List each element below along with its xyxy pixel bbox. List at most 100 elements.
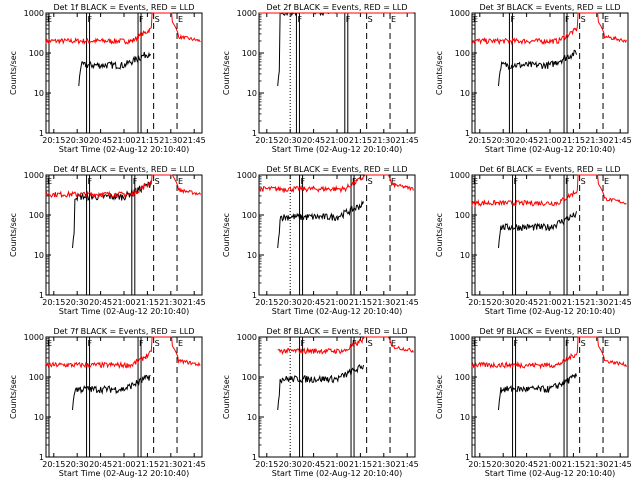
panel-5-xtick-label: 20:45: [302, 298, 325, 307]
panel-6-ylabel: Counts/sec: [435, 213, 444, 257]
panel-1-xtick-label: 21:30: [159, 136, 182, 145]
panel-4-xtick-label: 21:00: [112, 298, 135, 307]
panel-6-ytick-label: 10: [460, 251, 470, 260]
panel-5-marker-label-3: S: [368, 177, 373, 186]
panel-9-xtick-label: 20:45: [515, 460, 538, 469]
panel-7-marker-label-1: F: [88, 339, 93, 348]
panel-2-ytick-label: 1000: [237, 9, 257, 18]
panel-1-xtick-label: 21:45: [183, 136, 206, 145]
panel-6-series-events: [499, 211, 577, 248]
panel-7-ytick-label: 100: [29, 373, 44, 382]
panel-6-ytick-label: 100: [455, 211, 470, 220]
panel-3-marker-label-4: E: [604, 15, 609, 24]
panel-4-marker-label-0: E: [47, 177, 52, 186]
panel-7-ytick-label: 1000: [24, 333, 44, 342]
panel-6-xtick-label: 21:45: [609, 298, 632, 307]
panel-1: Det 1f BLACK = Events, RED = LLD 1 10 100 10…: [9, 3, 206, 154]
panel-3-marker-label-1: F: [510, 15, 515, 24]
panel-2-ylabel: Counts/sec: [222, 51, 231, 95]
panel-1-ytick-label: 10: [34, 89, 44, 98]
panel-7-xtick-label: 20:45: [89, 460, 112, 469]
panel-3-series-events: [499, 50, 577, 86]
panel-8-axis-frame: [259, 337, 415, 457]
panel-4-ytick-label: 1000: [24, 171, 44, 180]
panel-2-marker-label-2: F: [346, 15, 351, 24]
panel-4: Det 4f BLACK = Events, RED = LLD 1 10 100 10…: [9, 165, 206, 316]
panel-3-xtick-label: 21:15: [562, 136, 585, 145]
panel-7-xtick-label: 21:45: [183, 460, 206, 469]
panel-2-marker-label-4: E: [391, 15, 396, 24]
panel-9-xlabel: Start Time (02-Aug-12 20:10:40): [485, 469, 616, 478]
panel-8-ytick-label: 1000: [237, 333, 257, 342]
panel-1-ytick-label: 1000: [24, 9, 44, 18]
panel-3-ytick-label: 10: [460, 89, 470, 98]
panel-7-marker-label-2: F: [139, 339, 144, 348]
panel-5-xtick-label: 21:30: [372, 298, 395, 307]
panel-3: Det 3f BLACK = Events, RED = LLD 1 10 100 10…: [435, 3, 632, 154]
panel-3-axis-frame: [472, 13, 628, 133]
panel-2-marker-label-3: S: [368, 15, 373, 24]
panel-6-axis-frame: [472, 175, 628, 295]
panel-3-xtick-label: 20:45: [515, 136, 538, 145]
panel-4-marker-label-3: S: [155, 177, 160, 186]
panel-7-series-events: [73, 375, 151, 410]
panel-2-xtick-label: 20:15: [255, 136, 278, 145]
panel-6-marker-label-0: E: [473, 177, 478, 186]
panel-1-marker-label-2: F: [139, 15, 144, 24]
panel-6-title: Det 6f BLACK = Events, RED = LLD: [479, 165, 620, 174]
panel-2-axis-frame: [259, 13, 415, 133]
panel-2-xtick-label: 21:30: [372, 136, 395, 145]
panel-8-xtick-label: 20:30: [279, 460, 302, 469]
panel-3-marker-label-2: F: [565, 15, 570, 24]
panel-4-xtick-label: 21:45: [183, 298, 206, 307]
panel-7-ytick-label: 10: [34, 413, 44, 422]
panel-4-xtick-label: 20:30: [66, 298, 89, 307]
panel-4-ytick-label: 100: [29, 211, 44, 220]
panel-5-xtick-label: 21:15: [349, 298, 372, 307]
panel-4-title: Det 4f BLACK = Events, RED = LLD: [53, 165, 194, 174]
panel-8-xtick-label: 21:45: [396, 460, 419, 469]
panel-8-ytick-label: 100: [242, 373, 257, 382]
panel-2-xtick-label: 21:00: [325, 136, 348, 145]
panel-9-marker-label-1: F: [514, 339, 519, 348]
panel-1-xlabel: Start Time (02-Aug-12 20:10:40): [59, 145, 190, 154]
panel-6-xtick-label: 20:15: [468, 298, 491, 307]
panel-5-ytick-label: 10: [247, 251, 257, 260]
panel-2-xtick-label: 21:45: [396, 136, 419, 145]
panel-8-marker-label-3: S: [368, 339, 373, 348]
panel-7-marker-label-0: E: [47, 339, 52, 348]
panel-2: Det 2f BLACK = Events, RED = LLD 1 10 100 10…: [222, 3, 419, 154]
panel-1-xtick-label: 20:30: [66, 136, 89, 145]
panel-8-xlabel: Start Time (02-Aug-12 20:10:40): [272, 469, 403, 478]
panel-2-marker-label-1: F: [297, 15, 302, 24]
panel-3-title: Det 3f BLACK = Events, RED = LLD: [479, 3, 620, 12]
panel-5: Det 5f BLACK = Events, RED = LLD 1 10 100 10…: [222, 165, 419, 316]
panel-9-ytick-label: 1000: [450, 333, 470, 342]
panel-9-marker-label-4: E: [604, 339, 609, 348]
panel-3-xtick-label: 20:30: [492, 136, 515, 145]
panel-5-title: Det 5f BLACK = Events, RED = LLD: [266, 165, 407, 174]
panel-7-xtick-label: 21:15: [136, 460, 159, 469]
panel-5-xlabel: Start Time (02-Aug-12 20:10:40): [272, 307, 403, 316]
panel-7-ylabel: Counts/sec: [9, 375, 18, 419]
panel-9-axis-frame: [472, 337, 628, 457]
panel-9: Det 9f BLACK = Events, RED = LLD11010010…: [435, 327, 632, 478]
panel-5-xtick-label: 20:15: [255, 298, 278, 307]
panel-9-ylabel: Counts/sec: [435, 375, 444, 419]
panel-1-ylabel: Counts/sec: [9, 51, 18, 95]
panel-4-xtick-label: 20:45: [89, 298, 112, 307]
panel-3-ytick-label: 100: [455, 49, 470, 58]
panel-7-xlabel: Start Time (02-Aug-12 20:10:40): [59, 469, 190, 478]
panel-3-marker-label-3: S: [581, 15, 586, 24]
panel-6-xlabel: Start Time (02-Aug-12 20:10:40): [485, 307, 616, 316]
panel-5-xtick-label: 21:45: [396, 298, 419, 307]
panel-2-title: Det 2f BLACK = Events, RED = LLD: [266, 3, 407, 12]
chart-grid: Det 1f BLACK = Events, RED = LLD11010010…: [0, 0, 640, 480]
panel-8-xtick-label: 20:45: [302, 460, 325, 469]
panel-4-xtick-label: 21:30: [159, 298, 182, 307]
panel-4-marker-label-4: E: [178, 177, 183, 186]
panel-3-ylabel: Counts/sec: [435, 51, 444, 95]
panel-2-ytick-label: 10: [247, 89, 257, 98]
panel-1-axis-frame: [46, 13, 202, 133]
panel-5-ylabel: Counts/sec: [222, 213, 231, 257]
